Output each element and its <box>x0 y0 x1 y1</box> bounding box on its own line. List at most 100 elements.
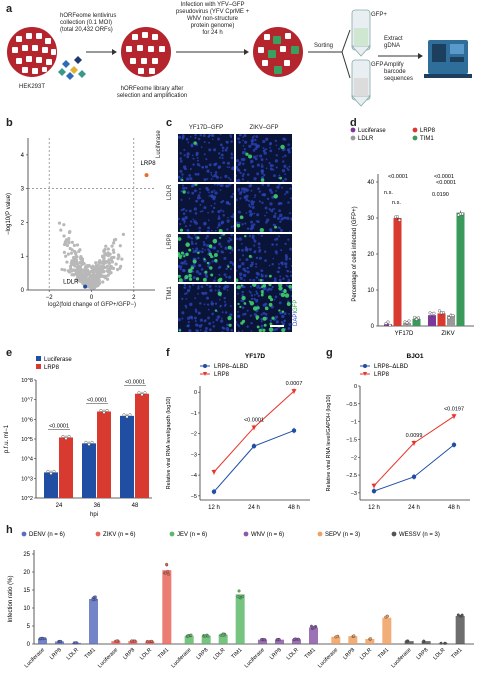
replicate-dot <box>140 393 144 397</box>
replicate-dot <box>388 323 392 327</box>
dapi-nucleus <box>265 158 268 161</box>
dapi-nucleus <box>212 246 216 250</box>
data-point <box>99 266 103 270</box>
replicate-dot <box>441 311 445 315</box>
dapi-nucleus <box>244 246 248 249</box>
dapi-nucleus <box>185 292 188 295</box>
dapi-nucleus <box>224 148 228 152</box>
data-point <box>106 254 111 258</box>
data-point <box>106 277 110 281</box>
series-line <box>213 390 295 473</box>
replicate-dot <box>297 637 301 641</box>
legend-label: LDLR <box>358 136 374 142</box>
dapi-nucleus <box>286 269 290 273</box>
dapi-nucleus <box>215 318 219 322</box>
dapi-nucleus <box>212 321 215 324</box>
dapi-nucleus <box>197 285 200 288</box>
y-tick-label: 10^6 <box>21 417 33 423</box>
dapi-nucleus <box>275 243 278 246</box>
dapi-nucleus <box>249 291 252 294</box>
dapi-nucleus <box>261 327 263 330</box>
y-tick-label: 10^3 <box>21 476 33 482</box>
significance-label: n.s. <box>384 190 393 196</box>
dapi-nucleus <box>222 210 225 213</box>
bar <box>44 472 58 498</box>
dapi-nucleus <box>223 296 226 300</box>
dapi-nucleus <box>193 189 197 193</box>
dapi-nucleus <box>203 153 206 156</box>
dapi-nucleus <box>284 193 287 196</box>
data-point <box>64 238 69 242</box>
y-tick-label: 0 <box>194 390 197 396</box>
replicate-dot <box>143 391 147 395</box>
replicate-dot <box>262 638 266 642</box>
dapi-nucleus <box>194 242 198 245</box>
micro-col-header-zikv: ZIKV–GFP <box>249 125 279 131</box>
gfp-cell <box>239 305 242 309</box>
data-point <box>80 259 85 263</box>
dapi-nucleus <box>255 290 258 293</box>
dapi-nucleus <box>192 284 195 286</box>
dapi-nucleus <box>203 243 206 247</box>
y-tick-label: 5 <box>27 624 31 630</box>
x-tick-label: LRP8 <box>269 647 283 661</box>
dapi-nucleus <box>275 315 279 319</box>
replicate-dot <box>67 434 71 438</box>
x-tick-label: 48 <box>132 503 139 509</box>
legend-label: Luciferase <box>358 128 386 134</box>
gfp-cell <box>178 278 183 282</box>
dapi-nucleus <box>218 156 221 159</box>
library-text-2: collection (0.1 MOI) <box>60 20 113 26</box>
gfp-cell <box>203 258 206 261</box>
dapi-nucleus <box>210 204 213 207</box>
dapi-nucleus <box>255 276 258 279</box>
dapi-nucleus <box>218 222 221 224</box>
dapi-nucleus <box>290 217 292 221</box>
replicate-dot <box>166 570 170 573</box>
dapi-nucleus <box>251 205 255 209</box>
data-point <box>68 230 72 234</box>
dapi-nucleus <box>207 226 210 230</box>
replicate-dot <box>451 313 455 317</box>
dapi-nucleus <box>284 173 287 176</box>
data-point <box>115 268 120 272</box>
dapi-nucleus <box>263 250 267 253</box>
dapi-nucleus <box>260 234 263 237</box>
dapi-nucleus <box>273 328 276 332</box>
replicate-dot <box>414 317 418 321</box>
bar <box>438 643 448 644</box>
y-tick-label: 10 <box>23 606 30 612</box>
gfp-cell <box>248 300 251 303</box>
dapi-nucleus <box>243 190 246 194</box>
data-point <box>72 259 76 263</box>
x-tick-label: TIM1 <box>377 647 390 660</box>
dapi-nucleus <box>262 147 265 149</box>
gfp-cell <box>278 309 281 312</box>
dapi-nucleus <box>217 317 220 320</box>
data-point <box>72 243 76 247</box>
x-tick-label: ZIKV <box>441 331 454 337</box>
panel-h-bar-chart: DENV (n = 6) ZIKV (n = 6) JEV (n = 6) WNV (… <box>8 531 474 669</box>
gfp-cell <box>184 275 189 280</box>
replicate-dot <box>52 469 56 473</box>
dapi-nucleus <box>194 134 197 137</box>
y-axis-label: Relative viral RNA level/GAPDH (log10) <box>326 394 332 491</box>
dapi-nucleus <box>229 260 233 265</box>
dapi-nucleus <box>194 172 198 176</box>
x-tick-label: −2 <box>46 295 54 300</box>
gfp-cell <box>209 244 212 248</box>
gfp-cell <box>248 154 253 159</box>
dapi-nucleus <box>195 270 200 274</box>
dapi-nucleus <box>250 140 254 143</box>
legend-marker <box>412 127 418 133</box>
dapi-nucleus <box>220 319 224 323</box>
dapi-nucleus <box>225 201 230 205</box>
y-tick-label: −2 <box>191 432 197 438</box>
legend-marker <box>363 364 367 368</box>
dapi-nucleus <box>278 301 282 305</box>
dapi-nucleus <box>256 154 259 157</box>
legend-marker <box>243 531 249 537</box>
gfp-cell <box>188 248 192 252</box>
dapi-nucleus <box>246 325 249 328</box>
dapi-nucleus <box>248 144 252 148</box>
